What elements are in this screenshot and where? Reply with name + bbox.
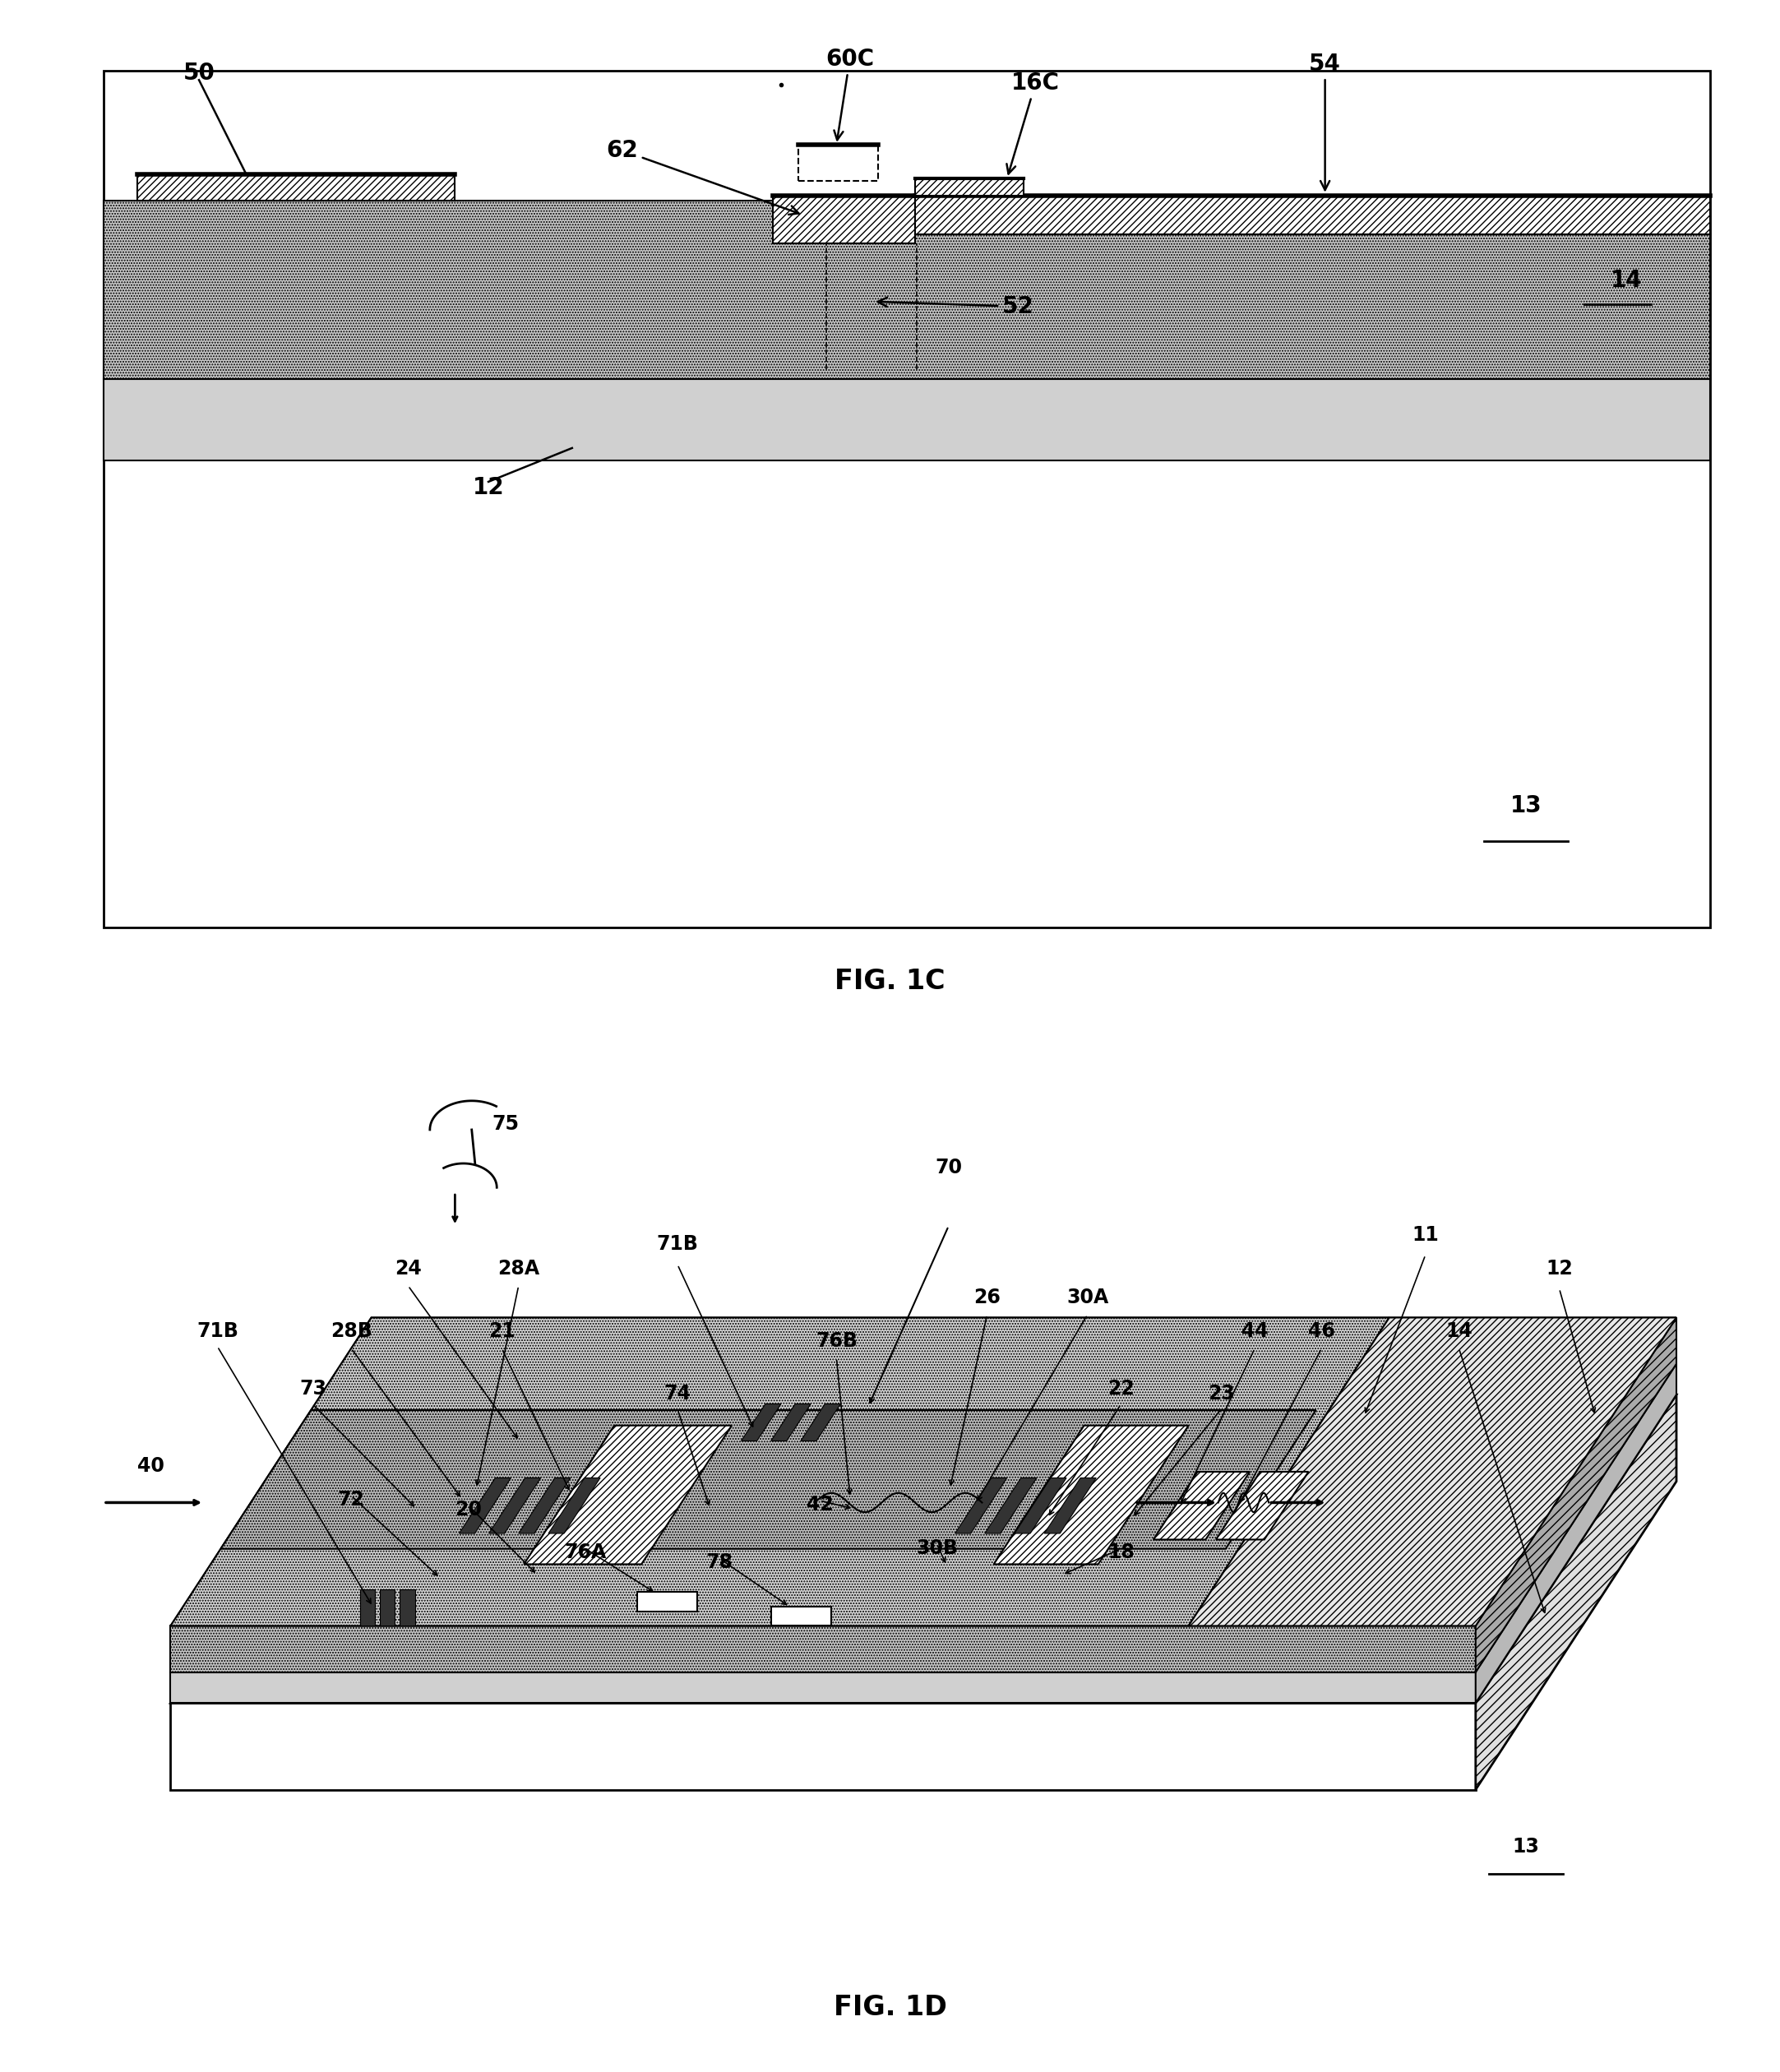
Text: 46: 46: [1308, 1322, 1335, 1341]
Polygon shape: [1476, 1363, 1677, 1703]
Text: 42: 42: [806, 1494, 833, 1515]
Text: 40: 40: [137, 1457, 164, 1475]
Bar: [797, 145, 878, 180]
Polygon shape: [1189, 1318, 1677, 1627]
Bar: [103, 379, 1711, 460]
Polygon shape: [993, 1426, 1189, 1564]
Text: 76A: 76A: [564, 1544, 607, 1562]
Polygon shape: [171, 1363, 1677, 1672]
Text: FIG. 1D: FIG. 1D: [833, 1993, 947, 2020]
Text: 30A: 30A: [1066, 1287, 1109, 1307]
Text: 20: 20: [456, 1500, 482, 1519]
Text: 71B: 71B: [196, 1322, 239, 1341]
Bar: [915, 195, 1711, 234]
Text: 73: 73: [299, 1380, 326, 1399]
Text: 14: 14: [1611, 269, 1643, 292]
Polygon shape: [771, 1405, 810, 1440]
Text: FIG. 1C: FIG. 1C: [835, 968, 945, 995]
Polygon shape: [801, 1405, 840, 1440]
Text: 78: 78: [705, 1552, 733, 1573]
Text: 23: 23: [1209, 1384, 1235, 1403]
Polygon shape: [1153, 1471, 1250, 1539]
Text: 30B: 30B: [917, 1537, 958, 1558]
Text: 22: 22: [1107, 1380, 1134, 1399]
Text: 62: 62: [607, 139, 799, 215]
Text: 70: 70: [934, 1158, 963, 1177]
Polygon shape: [171, 1394, 1677, 1703]
Polygon shape: [490, 1477, 541, 1533]
Text: 18: 18: [1107, 1544, 1134, 1562]
Text: 60C: 60C: [826, 48, 874, 141]
Polygon shape: [740, 1405, 781, 1440]
Bar: [637, 1591, 698, 1612]
Polygon shape: [984, 1477, 1036, 1533]
Text: 74: 74: [664, 1384, 691, 1403]
Text: 72: 72: [338, 1490, 365, 1510]
Text: 50: 50: [183, 62, 215, 85]
Polygon shape: [1476, 1394, 1677, 1790]
Bar: [771, 1606, 831, 1627]
Bar: [360, 1589, 376, 1627]
Polygon shape: [956, 1477, 1007, 1533]
Bar: [171, 1627, 1476, 1672]
Text: 76B: 76B: [815, 1330, 858, 1351]
Text: 12: 12: [1545, 1258, 1574, 1278]
Bar: [103, 70, 1711, 928]
Polygon shape: [1015, 1477, 1066, 1533]
Polygon shape: [523, 1426, 732, 1564]
Polygon shape: [1476, 1318, 1677, 1672]
Bar: [915, 178, 1023, 195]
Polygon shape: [518, 1477, 570, 1533]
Text: 28B: 28B: [331, 1322, 372, 1341]
Polygon shape: [459, 1477, 511, 1533]
Text: 75: 75: [491, 1115, 518, 1133]
Text: 44: 44: [1241, 1322, 1267, 1341]
Text: 11: 11: [1412, 1225, 1438, 1245]
Text: 13: 13: [1509, 794, 1541, 816]
Text: 26: 26: [974, 1287, 1000, 1307]
Polygon shape: [548, 1477, 600, 1533]
Polygon shape: [171, 1318, 1677, 1627]
Polygon shape: [221, 1411, 1315, 1550]
Bar: [400, 1589, 415, 1627]
Polygon shape: [1045, 1477, 1096, 1533]
Polygon shape: [171, 1318, 1388, 1627]
Bar: [773, 195, 915, 244]
Text: 16C: 16C: [1007, 73, 1059, 174]
Bar: [171, 1672, 1476, 1703]
Text: 52: 52: [878, 294, 1034, 319]
Text: 12: 12: [472, 477, 504, 499]
Polygon shape: [1216, 1471, 1308, 1539]
Text: 24: 24: [395, 1258, 422, 1278]
Text: 13: 13: [1513, 1836, 1540, 1857]
Bar: [103, 201, 1711, 379]
Bar: [137, 174, 456, 201]
Text: 14: 14: [1445, 1322, 1472, 1341]
Text: 54: 54: [1308, 52, 1340, 191]
Polygon shape: [171, 1703, 1476, 1790]
Text: 21: 21: [488, 1322, 514, 1341]
Text: 71B: 71B: [657, 1235, 698, 1254]
Text: 28A: 28A: [498, 1258, 539, 1278]
Bar: [379, 1589, 395, 1627]
